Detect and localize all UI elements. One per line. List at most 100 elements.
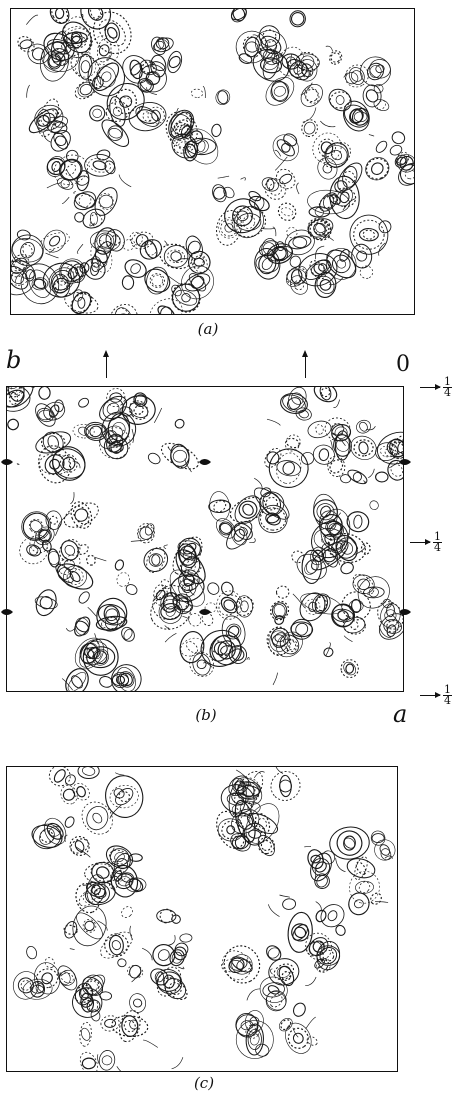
- contour-line: [106, 402, 120, 415]
- contour-line: [234, 799, 256, 843]
- contour-line: [148, 553, 163, 567]
- contour-line: [11, 260, 36, 296]
- contour-line: [97, 920, 108, 931]
- contour-line: [383, 619, 402, 634]
- contour-line: [109, 392, 123, 403]
- contour-line: [152, 585, 189, 620]
- contour-line: [51, 48, 69, 66]
- contour-line: [265, 512, 281, 526]
- quarter-arrow-icon: [420, 384, 441, 390]
- quarter-arrow-icon: [420, 692, 441, 698]
- contour-line: [320, 505, 331, 518]
- contour-line: [20, 242, 35, 259]
- contour-line: [179, 545, 196, 566]
- contour-line: [86, 874, 106, 905]
- contour-line: [380, 603, 401, 628]
- contour-line: [123, 628, 133, 640]
- contour-line: [353, 514, 363, 529]
- contour-line: [216, 810, 246, 849]
- contour-line: [64, 834, 68, 842]
- contour-line: [65, 668, 89, 691]
- contour-line: [380, 848, 392, 861]
- contour-line: [45, 510, 63, 530]
- contour-line: [75, 846, 91, 858]
- contour-line: [98, 44, 110, 57]
- contour-line: [35, 403, 56, 427]
- contour-line: [105, 608, 119, 622]
- contour-line: [382, 598, 392, 609]
- contour-line: [318, 448, 330, 462]
- contour-line: [20, 980, 32, 991]
- contour-line: [342, 198, 356, 211]
- contour-line: [114, 307, 133, 314]
- contour-line: [306, 1036, 318, 1046]
- contour-line: [82, 880, 94, 886]
- contour-line: [340, 541, 354, 555]
- contour-line: [48, 55, 61, 68]
- contour-line: [145, 71, 161, 86]
- contour-line: [223, 945, 261, 984]
- contour-line: [236, 769, 252, 784]
- contour-line: [46, 120, 68, 135]
- contour-line: [118, 174, 132, 188]
- quarter-fraction: 1 4: [443, 375, 452, 399]
- contour-line: [260, 840, 272, 851]
- contour-line: [52, 40, 66, 53]
- contour-line: [244, 36, 260, 58]
- contour-line: [291, 923, 310, 942]
- contour-line: [280, 393, 308, 414]
- contour-line: [357, 576, 390, 609]
- contour-line: [174, 418, 185, 429]
- contour-line: [327, 455, 346, 478]
- contour-line: [314, 873, 330, 889]
- contour-line: [346, 858, 376, 879]
- contour-line: [273, 604, 286, 618]
- contour-line: [108, 934, 124, 956]
- contour-line: [355, 880, 374, 894]
- contour-line: [291, 550, 305, 564]
- contour-line: [304, 598, 321, 615]
- contour-line: [250, 1033, 260, 1046]
- contour-line: [188, 585, 195, 596]
- contour-line: [282, 638, 297, 651]
- contour-line: [262, 29, 277, 43]
- contour-line: [89, 222, 96, 227]
- contour-line: [26, 945, 38, 960]
- contour-line: [74, 616, 91, 637]
- contour-line: [340, 659, 359, 679]
- contour-line: [325, 45, 333, 52]
- contour-line: [260, 46, 278, 66]
- contour-line: [316, 940, 341, 971]
- contour-line: [321, 232, 334, 241]
- contour-line: [170, 251, 182, 262]
- contour-line: [386, 603, 395, 618]
- contour-line: [129, 993, 146, 1013]
- contour-line: [96, 66, 116, 88]
- contour-line: [287, 1027, 309, 1049]
- contour-line: [404, 169, 414, 180]
- contour-line: [165, 606, 176, 617]
- contour-line: [310, 521, 349, 559]
- contour-line: [274, 632, 286, 643]
- contour-line: [34, 596, 58, 609]
- contour-line: [169, 949, 185, 967]
- contour-line: [100, 931, 133, 959]
- contour-line: [174, 119, 189, 131]
- contour-line: [292, 924, 308, 941]
- contour-line: [74, 982, 93, 1006]
- contour-line: [109, 96, 126, 127]
- contour-line: [159, 908, 173, 924]
- contour-line: [292, 1002, 306, 1017]
- axis-b-label: b: [6, 346, 22, 374]
- contour-line: [167, 50, 183, 74]
- contour-line: [94, 227, 117, 255]
- contour-line: [47, 548, 60, 568]
- contour-line: [368, 587, 379, 598]
- contour-line: [97, 603, 126, 626]
- contour-line: [316, 875, 328, 888]
- contour-line: [10, 387, 22, 395]
- contour-line: [185, 560, 196, 574]
- contour-line: [170, 443, 190, 469]
- contour-line: [130, 540, 143, 542]
- contour-line: [93, 62, 120, 92]
